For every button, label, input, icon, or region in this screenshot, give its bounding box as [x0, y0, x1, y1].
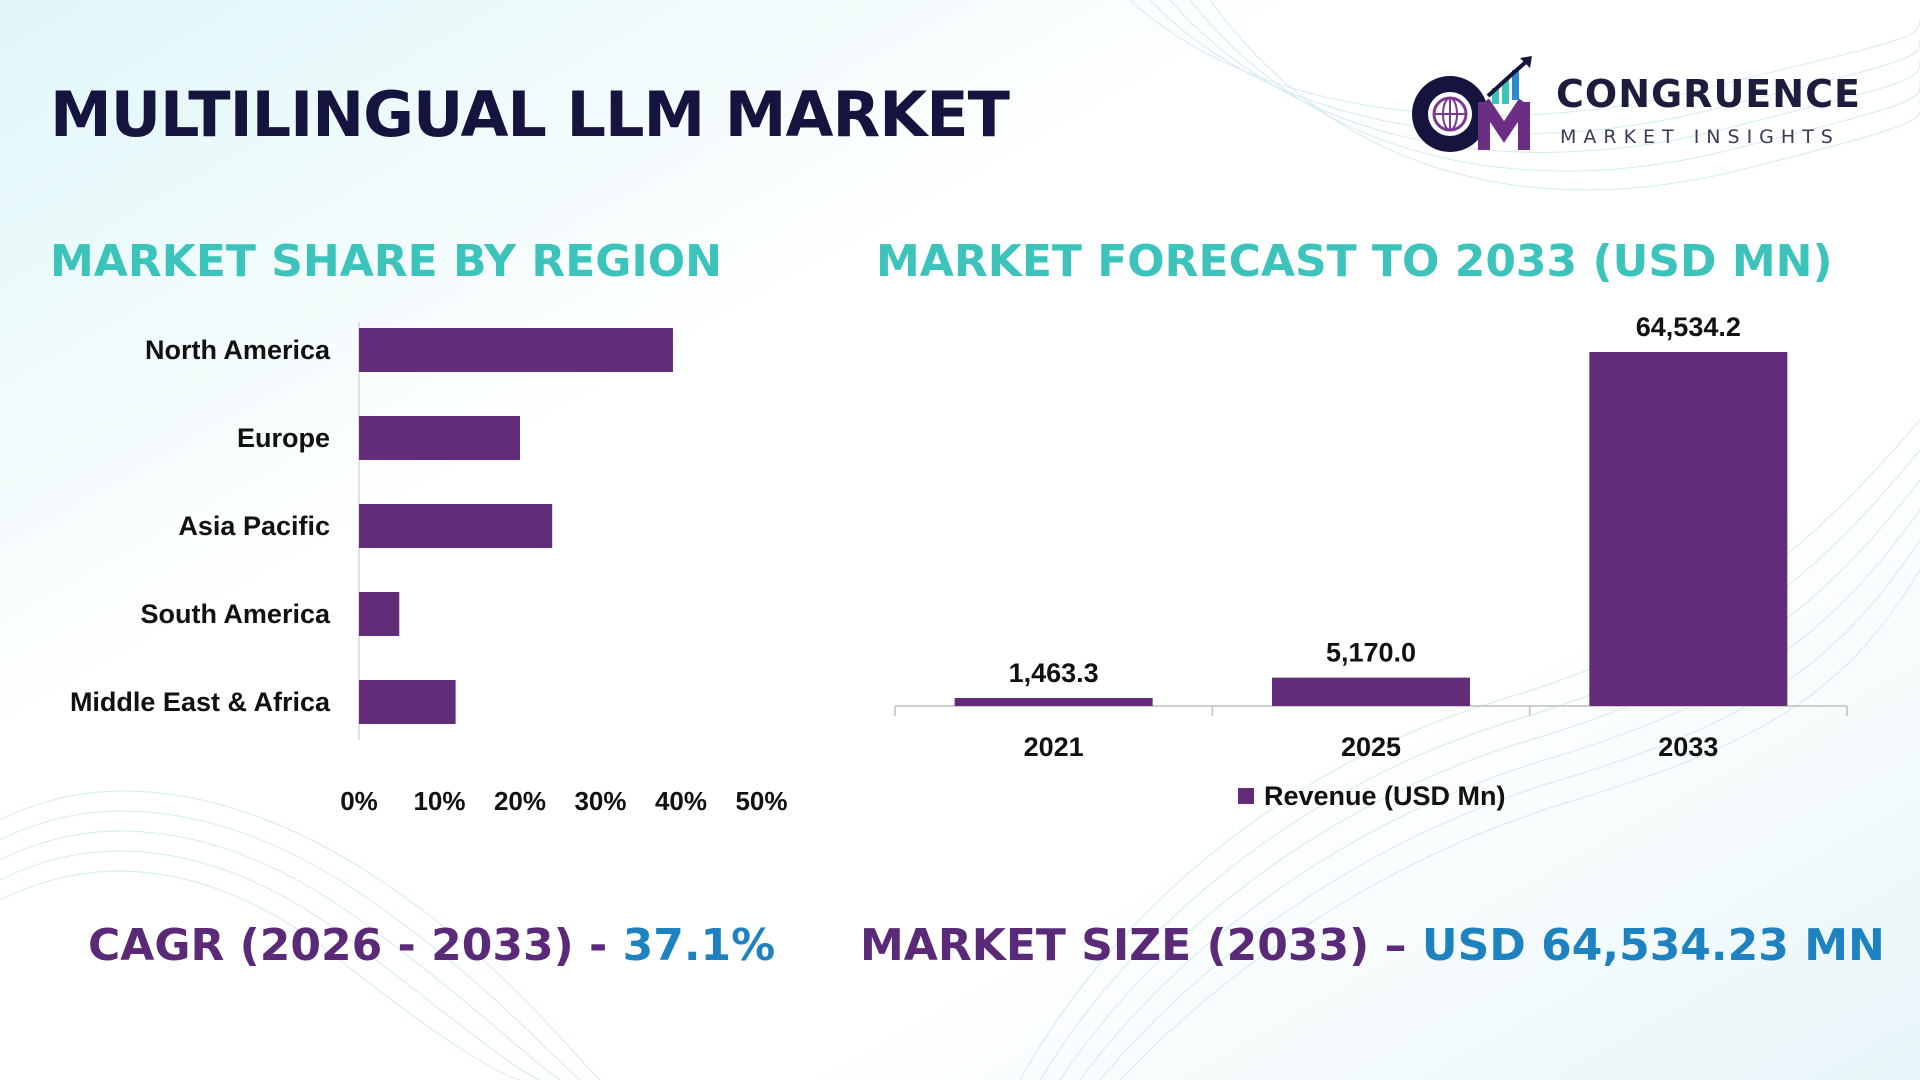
- cagr-stat: CAGR (2026 - 2033) - 37.1%: [88, 920, 775, 971]
- x-tick-label: 50%: [735, 786, 787, 816]
- category-label: Asia Pacific: [178, 511, 330, 541]
- bar: [954, 697, 1153, 706]
- category-label: Europe: [237, 423, 330, 453]
- logo-tagline: MARKET INSIGHTS: [1560, 126, 1840, 148]
- forecast-chart: 1,463.3 2021 5,170.0 2025 64,534.2 2033 Revenu…: [894, 312, 1848, 811]
- cagr-value: 37.1%: [622, 920, 776, 971]
- bar: [1589, 352, 1788, 706]
- logo-name: CONGRUENCE: [1556, 72, 1861, 116]
- x-tick-label: 10%: [413, 786, 465, 816]
- legend-swatch: [1238, 788, 1254, 804]
- cagr-label: CAGR (2026 - 2033) -: [88, 920, 608, 971]
- page-title: MULTILINGUAL LLM MARKET: [50, 78, 1010, 151]
- category-label: North America: [145, 335, 331, 365]
- logo-mark-icon: [1412, 56, 1532, 152]
- x-tick-label: 2033: [1658, 732, 1718, 762]
- bar: [359, 592, 400, 636]
- data-label: 64,534.2: [1636, 312, 1741, 342]
- bar: [359, 328, 673, 372]
- category-label: South America: [140, 599, 331, 629]
- legend-label: Revenue (USD Mn): [1264, 781, 1506, 811]
- data-label: 5,170.0: [1326, 638, 1416, 668]
- market-size-label: MARKET SIZE (2033) –: [860, 920, 1407, 971]
- market-size-value: USD 64,534.23 MN: [1421, 920, 1885, 971]
- brand-logo: CONGRUENCE MARKET INSIGHTS: [1400, 52, 1880, 162]
- region-chart-title: MARKET SHARE BY REGION: [50, 236, 722, 287]
- x-tick-label: 0%: [340, 786, 378, 816]
- bar: [359, 680, 456, 724]
- region-share-chart: North America Europe Asia Pacific South Ame…: [70, 322, 788, 816]
- x-tick-label: 20%: [494, 786, 546, 816]
- bar: [359, 416, 520, 460]
- x-tick-label: 30%: [574, 786, 626, 816]
- forecast-chart-title: MARKET FORECAST TO 2033 (USD MN): [876, 236, 1833, 287]
- data-label: 1,463.3: [1009, 658, 1099, 688]
- category-label: Middle East & Africa: [70, 687, 331, 717]
- x-tick-label: 2021: [1024, 732, 1084, 762]
- market-size-stat: MARKET SIZE (2033) – USD 64,534.23 MN: [860, 920, 1885, 971]
- x-tick-label: 2025: [1341, 732, 1401, 762]
- bar: [359, 504, 553, 548]
- bar: [1272, 677, 1470, 706]
- x-tick-label: 40%: [655, 786, 707, 816]
